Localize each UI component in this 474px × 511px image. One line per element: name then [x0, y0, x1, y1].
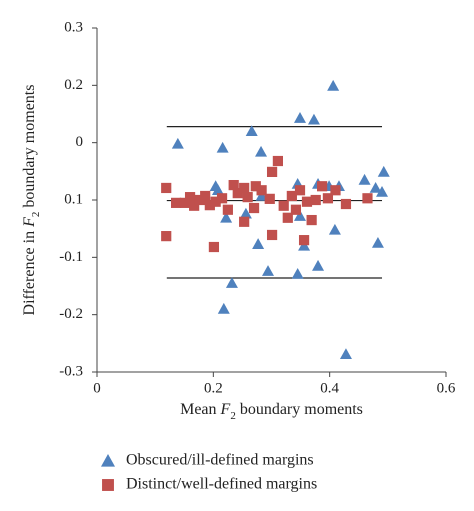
square-marker [290, 204, 302, 215]
legend-label: Obscured/ill-defined margins [126, 452, 314, 469]
y-tick-label: 0.1 [64, 191, 83, 207]
triangle-marker [294, 210, 307, 221]
square-marker [278, 200, 289, 211]
triangle-marker [255, 189, 268, 201]
square-marker [239, 182, 250, 194]
square-marker [232, 188, 243, 199]
square-marker [239, 216, 250, 227]
triangle-marker [328, 223, 341, 235]
x-tick-label: 0 [93, 380, 101, 396]
triangle-marker [225, 277, 238, 288]
y-tick-label: -0.1 [59, 249, 83, 265]
square-marker [194, 194, 206, 206]
square-marker [161, 182, 172, 194]
square-marker [301, 196, 313, 207]
square-marker [161, 231, 172, 242]
square-marker [179, 197, 190, 208]
triangle-marker [217, 302, 230, 314]
label-part: boundary moments [236, 401, 363, 418]
x-tick-label: 0.6 [437, 380, 456, 396]
label-part: Difference in [21, 227, 38, 316]
y-tick-label: 0.3 [64, 19, 83, 35]
label-part: F [21, 217, 38, 228]
square-marker [216, 193, 228, 204]
square-marker [184, 192, 196, 203]
square-marker [306, 214, 317, 226]
square-marker [222, 204, 233, 215]
triangle-marker [262, 265, 275, 276]
square-marker [286, 190, 297, 202]
label-part: boundary moments [21, 85, 38, 212]
square-marker [189, 200, 200, 211]
triangle-marker [171, 137, 184, 149]
square-marker [294, 185, 306, 196]
x-tick-label: 0.2 [204, 380, 223, 396]
square-marker [210, 196, 221, 207]
square-marker [317, 181, 328, 192]
triangle-marker [327, 79, 340, 91]
triangle-marker [358, 173, 371, 185]
square-marker [298, 235, 310, 246]
triangle-marker [239, 207, 252, 219]
y-axis-label: Difference in F2 boundary moments [21, 85, 42, 316]
square-marker [228, 179, 239, 191]
square-marker [204, 200, 215, 211]
square-marker [242, 192, 253, 203]
square-marker [256, 185, 267, 196]
triangle-marker [255, 145, 268, 157]
square-marker [102, 479, 114, 491]
label-part: Mean [180, 401, 220, 418]
square-marker [340, 198, 352, 210]
triangle-marker [307, 113, 320, 125]
square-marker [248, 202, 260, 214]
triangle-marker [216, 141, 229, 153]
triangle-marker [252, 238, 265, 249]
triangle-marker [220, 211, 233, 223]
label-part: 2 [30, 212, 42, 218]
square-marker [272, 155, 283, 167]
x-axis-label: Mean F2 boundary moments [180, 401, 363, 422]
triangle-marker [298, 239, 311, 251]
y-tick-label: 0 [76, 134, 84, 150]
square-marker [310, 194, 321, 206]
triangle-marker [339, 348, 352, 360]
triangle-marker [377, 165, 390, 177]
triangle-marker [376, 185, 389, 197]
triangle-marker [371, 237, 384, 248]
square-marker [171, 197, 182, 208]
x-tick-label: 0.4 [320, 380, 339, 396]
square-marker [266, 166, 278, 178]
y-tick-label: -0.2 [59, 306, 83, 322]
square-marker [282, 212, 293, 223]
triangle-marker [312, 259, 325, 271]
square-marker [322, 193, 334, 204]
y-tick-label: -0.3 [59, 363, 83, 379]
square-marker [330, 185, 341, 196]
square-marker [250, 181, 261, 192]
y-tick-label: 0.2 [64, 77, 83, 93]
triangle-marker [245, 125, 258, 136]
triangle-marker [291, 267, 304, 279]
square-marker [208, 241, 220, 253]
triangle-marker [369, 181, 382, 193]
square-marker [362, 193, 373, 204]
legend-label: Distinct/well-defined margins [126, 476, 317, 493]
triangle-marker [101, 454, 115, 467]
triangle-marker [211, 184, 224, 196]
triangle-marker [294, 112, 307, 123]
square-marker [200, 190, 211, 202]
square-marker [264, 193, 275, 204]
label-part: 2 [230, 410, 236, 422]
label-part: F [220, 401, 231, 418]
square-marker [266, 229, 278, 241]
